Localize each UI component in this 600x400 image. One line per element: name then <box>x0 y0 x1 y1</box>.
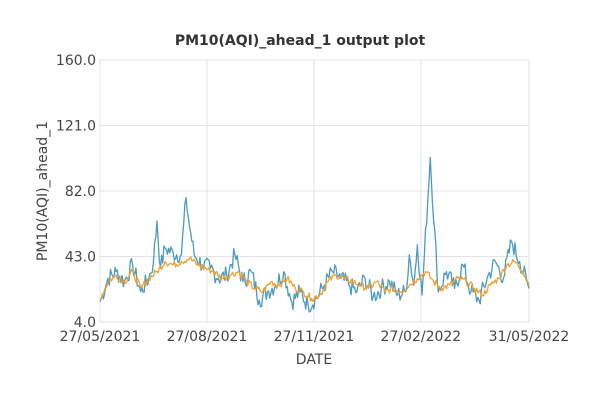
series-line-1 <box>99 156 530 313</box>
y-tick-label: 121.0 <box>56 119 96 135</box>
y-tick-label: 4.0 <box>74 315 96 331</box>
x-tick-label: 27/05/2021 <box>60 329 141 345</box>
x-tick-label: 27/02/2022 <box>381 329 462 345</box>
x-tick-label: 31/05/2022 <box>489 329 570 345</box>
x-axis-ticks: 27/05/2021 27/08/2021 27/11/2021 27/02/2022… <box>60 329 570 345</box>
y-axis-title: PM10(AQI)_ahead_1 <box>35 121 51 261</box>
x-axis-title: DATE <box>296 352 332 368</box>
plot-area <box>99 59 530 323</box>
x-tick-label: 27/08/2021 <box>167 329 248 345</box>
series-group <box>99 156 530 313</box>
y-tick-label: 43.0 <box>65 250 96 266</box>
y-tick-label: 160.0 <box>56 53 96 69</box>
y-tick-label: 82.0 <box>65 184 96 200</box>
series-line-2 <box>99 256 530 303</box>
grid <box>99 59 530 323</box>
y-axis-ticks: 4.0 43.0 82.0 121.0 160.0 <box>56 53 96 331</box>
x-tick-label: 27/11/2021 <box>274 329 355 345</box>
chart-title: PM10(AQI)_ahead_1 output plot <box>175 33 426 49</box>
